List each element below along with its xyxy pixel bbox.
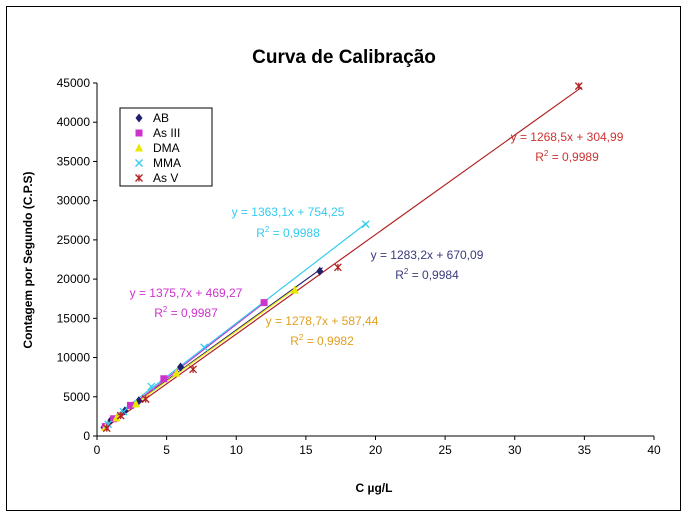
legend-label-as-v: As V (153, 171, 178, 185)
legend-marker-as-v (135, 174, 143, 182)
legend-marker-as-iii (135, 129, 143, 137)
point-as-v (574, 82, 583, 91)
equation-as-iii: y = 1375,7x + 469,27 (130, 286, 243, 300)
equation-ab: y = 1283,2x + 670,09 (371, 248, 484, 262)
legend-marker-mma (135, 159, 143, 167)
y-tick-label: 45000 (57, 76, 91, 90)
equation-mma: y = 1363,1x + 754,25 (232, 205, 345, 219)
r2-ab: R2 = 0,9984 (395, 267, 459, 282)
chart-title: Curva de Calibração (252, 47, 436, 68)
point-as-iii (160, 375, 168, 383)
trendlines (103, 86, 582, 430)
axes: 0 5 10 15 20 25 30 35 40 0 5000 10000 15000 20000 2500… (57, 76, 661, 457)
legend-box (119, 107, 213, 187)
point-mma (147, 382, 156, 391)
legend-label-ab: AB (153, 111, 169, 125)
y-tick-label: 5000 (63, 390, 90, 404)
equation-dma: y = 1278,7x + 587,44 (266, 314, 379, 328)
legend-label-as-iii: As III (153, 126, 180, 140)
point-as-iii (260, 299, 268, 307)
equation-as-v: y = 1268,5x + 304,99 (511, 130, 624, 144)
point-dma (131, 399, 140, 408)
y-axis-label: Contagem por Segundo (C.P.S) (21, 171, 35, 348)
x-tick-label: 5 (163, 443, 170, 457)
legend-marker-ab (135, 113, 143, 123)
y-tick-label: 30000 (57, 194, 91, 208)
point-mma (361, 220, 370, 229)
data-points (100, 82, 583, 433)
legend-label-dma: DMA (153, 141, 180, 155)
trendline-mma (103, 222, 368, 426)
legend-label-mma: MMA (153, 156, 181, 170)
y-tick-label: 40000 (57, 115, 91, 129)
x-tick-label: 20 (369, 443, 383, 457)
point-dma (112, 413, 121, 422)
point-as-v (141, 395, 150, 404)
r2-as-iii: R2 = 0,9987 (154, 305, 218, 320)
point-ab (316, 266, 324, 276)
point-as-iii (110, 415, 118, 423)
trendline-as-v (103, 86, 582, 430)
x-tick-label: 15 (299, 443, 313, 457)
point-as-v (116, 411, 125, 420)
point-dma (290, 285, 299, 294)
y-tick-label: 0 (83, 429, 90, 443)
point-as-v (189, 365, 198, 374)
point-ab (177, 362, 185, 372)
point-as-v (333, 263, 342, 272)
x-tick-label: 40 (647, 443, 661, 457)
trendline-equations: y = 1283,2x + 670,09 R2 = 0,9984 y = 1375,… (130, 130, 624, 348)
x-tick-label: 0 (94, 443, 101, 457)
legend-marker-dma (135, 143, 143, 152)
x-tick-label: 25 (438, 443, 452, 457)
chart-frame (6, 6, 681, 511)
y-tick-label: 35000 (57, 154, 91, 168)
x-axis-label: C µg/L (356, 481, 393, 495)
x-tick-label: 35 (578, 443, 592, 457)
point-dma (172, 368, 181, 377)
point-as-iii (126, 401, 134, 409)
x-tick-label: 30 (508, 443, 522, 457)
r2-as-v: R2 = 0,9989 (535, 149, 599, 164)
r2-mma: R2 = 0,9988 (256, 225, 320, 240)
x-tick-label: 10 (230, 443, 244, 457)
y-tick-label: 20000 (57, 272, 91, 286)
r2-dma: R2 = 0,9982 (290, 333, 354, 348)
point-mma (200, 343, 209, 352)
point-as-v (102, 424, 111, 433)
y-tick-label: 15000 (57, 311, 91, 325)
y-tick-label: 25000 (57, 233, 91, 247)
y-tick-label: 10000 (57, 351, 91, 365)
